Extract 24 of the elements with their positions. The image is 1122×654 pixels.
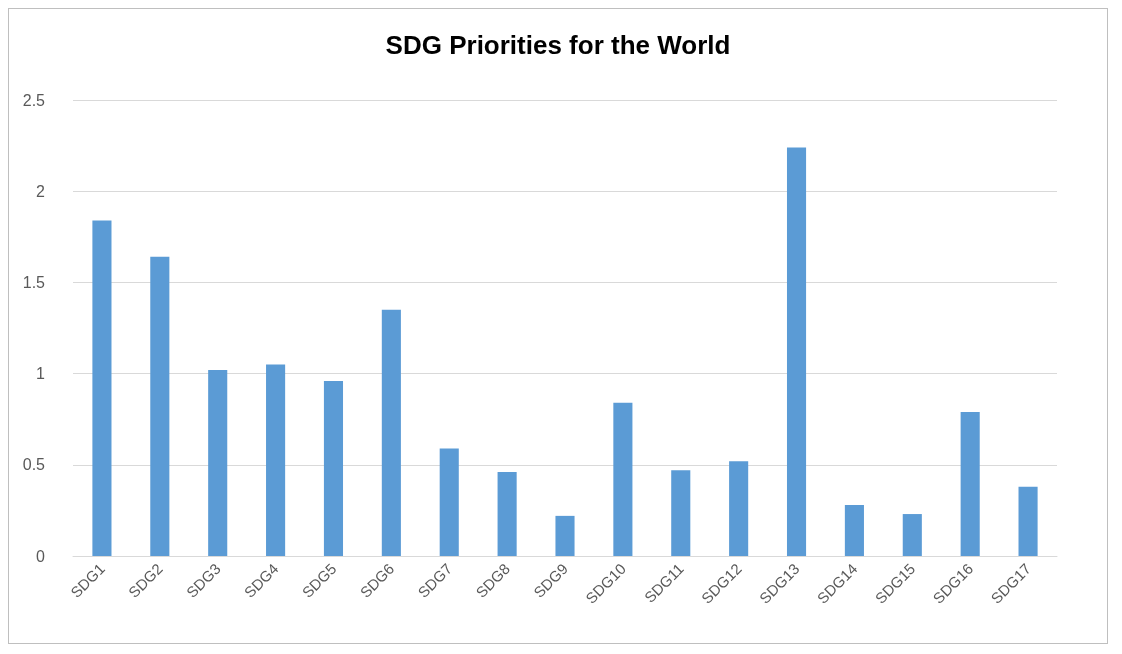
bar — [729, 461, 749, 556]
chart-title: SDG Priorities for the World — [385, 30, 731, 60]
bar — [266, 364, 286, 556]
bar — [439, 448, 459, 556]
bar — [92, 220, 112, 556]
bar — [497, 472, 517, 556]
bar — [1018, 486, 1038, 556]
bar — [902, 514, 922, 556]
y-tick-label: 1.5 — [22, 273, 46, 291]
bar — [844, 504, 864, 556]
y-tick-label: 0.5 — [22, 456, 46, 474]
y-tick-label: 1 — [36, 365, 46, 383]
bar — [150, 256, 170, 556]
y-tick-label: 0 — [36, 547, 46, 565]
bar — [786, 147, 807, 556]
bar — [323, 380, 344, 556]
bar — [671, 470, 691, 556]
y-tick-label: 2 — [36, 182, 46, 200]
bar — [555, 515, 575, 556]
bar — [208, 369, 228, 556]
bar — [381, 309, 401, 556]
y-tick-label: 2.5 — [22, 91, 46, 109]
bar — [960, 411, 980, 556]
bar — [613, 402, 633, 556]
